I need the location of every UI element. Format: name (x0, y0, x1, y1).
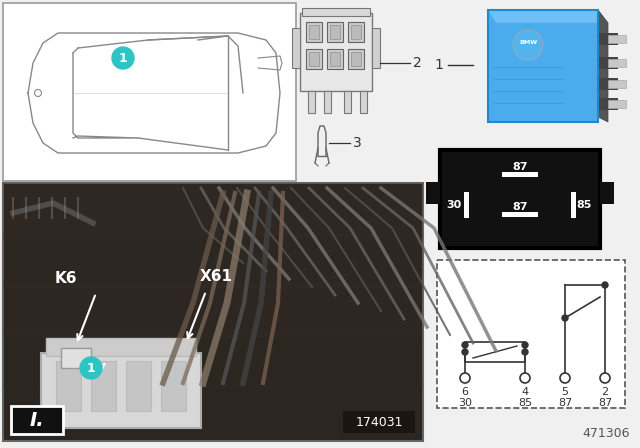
Bar (440, 150, 600, 248)
Bar (46, 338, 196, 356)
Bar (502, 212, 538, 217)
Text: 30: 30 (458, 398, 472, 408)
Text: 5: 5 (561, 387, 568, 397)
Polygon shape (598, 10, 608, 122)
Bar (608, 59, 626, 67)
Bar (3, 333, 423, 388)
Bar (327, 22, 343, 42)
Bar (3, 283, 423, 338)
Text: 87: 87 (512, 202, 528, 212)
Bar (608, 35, 626, 43)
Text: 85: 85 (576, 200, 591, 210)
Bar (292, 28, 300, 68)
Bar (348, 49, 364, 69)
Bar (302, 8, 370, 16)
Circle shape (520, 373, 530, 383)
Bar (465, 342, 525, 362)
Circle shape (522, 349, 528, 355)
Bar (598, 57, 618, 69)
Bar (426, 182, 440, 204)
Bar (571, 192, 576, 218)
Circle shape (112, 47, 134, 69)
Text: BMW: BMW (519, 40, 537, 46)
Text: I.: I. (29, 410, 44, 430)
Text: 2: 2 (413, 56, 422, 70)
Bar (608, 100, 626, 108)
Bar (608, 80, 626, 88)
Circle shape (462, 342, 468, 348)
Circle shape (560, 373, 570, 383)
Bar (598, 78, 618, 90)
Text: 471306: 471306 (582, 427, 630, 440)
Bar (41, 353, 201, 428)
Bar (3, 183, 423, 441)
Bar (3, 383, 423, 438)
Bar (598, 98, 618, 110)
Text: 2: 2 (602, 387, 609, 397)
Text: 87: 87 (512, 162, 528, 172)
Bar (308, 91, 315, 113)
Bar (598, 33, 618, 45)
Text: 1: 1 (118, 52, 127, 65)
Text: 85: 85 (518, 398, 532, 408)
Text: K6: K6 (55, 271, 77, 286)
Bar (91, 361, 116, 411)
Bar (351, 52, 361, 66)
Circle shape (80, 357, 102, 379)
Bar (309, 25, 319, 39)
Text: 87: 87 (558, 398, 572, 408)
Bar (372, 28, 380, 68)
Polygon shape (488, 10, 608, 23)
Bar (306, 22, 322, 42)
Text: 4: 4 (522, 387, 529, 397)
Bar (327, 49, 343, 69)
Bar (306, 49, 322, 69)
Text: 87: 87 (598, 398, 612, 408)
Bar (600, 182, 614, 204)
Bar (440, 150, 600, 248)
Bar (11, 406, 63, 434)
Bar (324, 91, 331, 113)
Circle shape (602, 282, 608, 288)
Text: 30: 30 (447, 200, 462, 210)
Bar (488, 10, 598, 122)
Bar (56, 361, 81, 411)
Bar (464, 192, 469, 218)
Text: 1: 1 (434, 58, 443, 72)
Bar (3, 183, 423, 238)
Bar (309, 52, 319, 66)
Bar (161, 361, 186, 411)
Bar (344, 91, 351, 113)
Text: 1: 1 (86, 362, 95, 375)
Circle shape (513, 30, 543, 60)
Bar (348, 22, 364, 42)
Text: 174031: 174031 (355, 415, 403, 428)
Text: 3: 3 (353, 136, 362, 150)
Circle shape (522, 342, 528, 348)
Bar (3, 3, 296, 181)
Circle shape (600, 373, 610, 383)
Text: 6: 6 (461, 387, 468, 397)
Bar (502, 172, 538, 177)
Bar (61, 348, 91, 368)
Bar (330, 25, 340, 39)
Circle shape (462, 349, 468, 355)
Bar (300, 13, 372, 91)
Text: X61: X61 (200, 269, 232, 284)
Bar (330, 52, 340, 66)
Bar (3, 233, 423, 288)
Circle shape (562, 315, 568, 321)
Bar (351, 25, 361, 39)
Circle shape (460, 373, 470, 383)
Bar (488, 10, 598, 122)
Bar (126, 361, 151, 411)
Bar (437, 260, 625, 408)
Bar (360, 91, 367, 113)
Bar (343, 411, 415, 433)
